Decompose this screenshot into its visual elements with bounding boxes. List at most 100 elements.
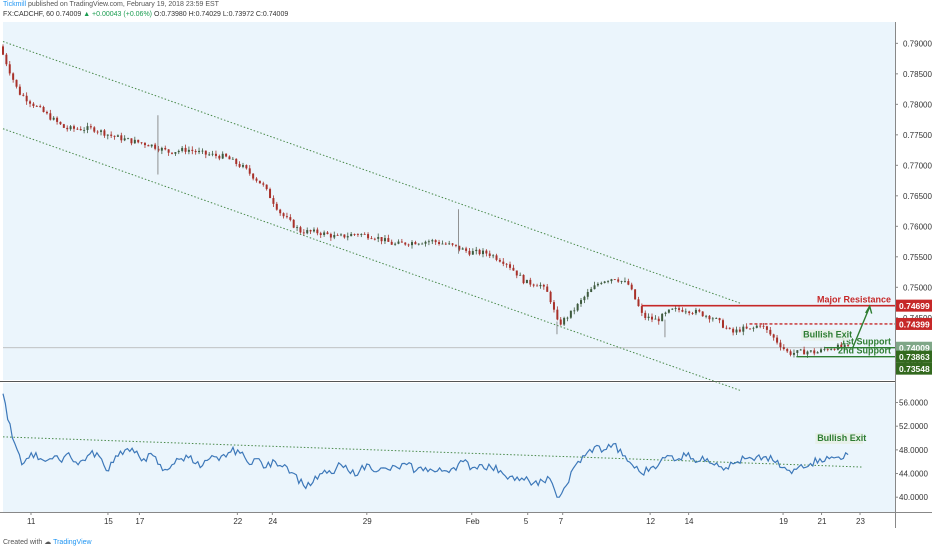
rsi-tick-label: 52.0000 [899, 422, 928, 431]
time-tick-label: 12 [646, 517, 655, 526]
bull-candle [623, 281, 626, 282]
bear-candle [15, 79, 18, 87]
bear-candle [390, 241, 393, 245]
bear-candle [509, 264, 512, 268]
bull-candle [360, 234, 363, 235]
bear-candle [434, 240, 437, 243]
bear-candle [262, 183, 265, 185]
bear-candle [776, 337, 779, 343]
rsi-bullish-exit-label-bg [815, 432, 864, 444]
bull-candle [323, 232, 326, 235]
bull-candle [806, 351, 809, 355]
bear-candle [22, 94, 25, 96]
bear-candle [326, 232, 329, 235]
bullish-exit-label: Bullish Exit [803, 330, 852, 340]
bear-candle [438, 242, 441, 244]
bear-candle [556, 309, 559, 320]
bear-candle [8, 64, 11, 74]
bull-candle [208, 154, 211, 156]
bull-candle [667, 309, 670, 313]
bull-candle [755, 325, 758, 328]
bear-candle [282, 213, 285, 217]
bear-candle [49, 113, 52, 120]
bear-candle [302, 232, 305, 234]
bear-candle [762, 325, 765, 327]
bear-candle [171, 152, 174, 154]
bear-candle [454, 244, 457, 246]
bear-candle [387, 238, 390, 242]
bear-candle [803, 349, 806, 355]
bull-candle [127, 138, 130, 140]
rsi-tick-label: 40.0000 [899, 493, 928, 502]
bull-candle [198, 150, 201, 153]
bear-candle [465, 248, 468, 251]
lower-price-label: 0.73548 [899, 364, 930, 374]
symbol-info: FX:CADCHF, 60 0.74009 ▲ +0.00043 (+0.06%… [3, 11, 288, 18]
bear-candle [39, 106, 42, 107]
bear-candle [214, 153, 217, 156]
bear-candle [414, 242, 417, 245]
second-support-price-label: 0.73863 [899, 352, 930, 362]
time-tick-label: 7 [559, 517, 564, 526]
bear-candle [35, 106, 38, 107]
major-resistance-price-label-bg [896, 299, 932, 312]
price-tick-label: 0.75000 [903, 283, 932, 292]
bear-candle [657, 318, 660, 322]
bear-candle [89, 126, 92, 128]
bear-candle [779, 342, 782, 348]
bull-candle [394, 243, 397, 245]
bear-candle [336, 235, 339, 236]
bear-candle [72, 126, 75, 129]
current-price-label: 0.74009 [899, 343, 930, 353]
bull-candle [684, 311, 687, 313]
bear-candle [218, 155, 221, 159]
bear-candle [2, 46, 4, 55]
bear-candle [309, 230, 312, 232]
bear-candle [485, 250, 488, 254]
bear-candle [630, 284, 633, 290]
bear-candle [613, 279, 616, 281]
price-tick-label: 0.78500 [903, 70, 932, 79]
bull-candle [475, 249, 478, 252]
bear-candle [627, 281, 630, 285]
publisher-text: published on TradingView.com, February 1… [26, 1, 219, 8]
bull-candle [580, 300, 583, 304]
bull-candle [377, 237, 380, 239]
time-tick-label: Feb [466, 517, 480, 526]
bull-candle [100, 130, 103, 132]
time-tick-label: 17 [135, 517, 144, 526]
bear-candle [698, 309, 701, 312]
bear-candle [194, 150, 197, 153]
bear-candle [204, 150, 207, 155]
bear-candle [549, 291, 552, 303]
bull-candle [593, 285, 596, 290]
bull-candle [333, 235, 336, 238]
bull-candle [586, 291, 589, 297]
projection-arrow [852, 307, 870, 349]
publisher-brand[interactable]: Tickmill [3, 1, 27, 8]
bull-candle [69, 126, 72, 130]
bear-candle [373, 238, 376, 240]
footer-platform[interactable]: TradingView [53, 539, 92, 546]
bear-candle [255, 178, 258, 181]
bull-candle [187, 149, 190, 152]
bear-candle [66, 127, 69, 130]
bear-candle [319, 233, 322, 235]
bear-candle [343, 234, 346, 238]
bear-candle [529, 279, 532, 285]
bull-candle [106, 134, 109, 136]
bear-candle [79, 128, 82, 131]
bear-candle [826, 349, 829, 351]
bear-candle [458, 245, 461, 250]
bear-candle [840, 344, 843, 348]
bull-candle [816, 352, 819, 354]
bull-candle [823, 349, 826, 351]
bull-candle [603, 281, 606, 283]
time-tick-label: 11 [27, 517, 36, 526]
bull-candle [661, 313, 664, 322]
bear-candle [164, 147, 167, 150]
bear-candle [265, 184, 268, 190]
bull-candle [610, 279, 613, 282]
publisher-line: Tickmill published on TradingView.com, F… [3, 1, 219, 8]
